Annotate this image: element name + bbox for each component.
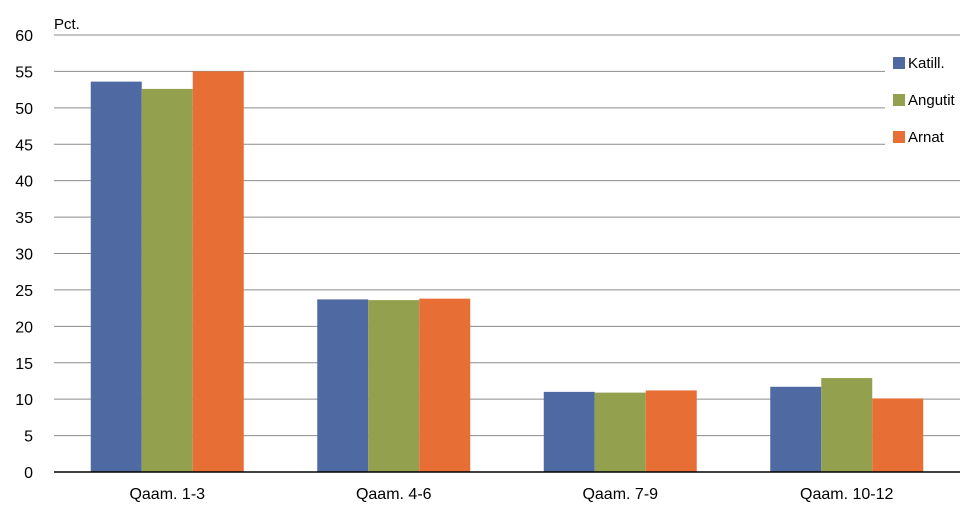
legend-label: Arnat [908,129,945,146]
y-tick-label: 15 [15,356,33,373]
x-category-label: Qaam. 1-3 [129,486,205,503]
bar-arnat-2 [419,298,471,472]
y-tick-label: 20 [15,319,33,336]
bar-angutit-1 [141,88,193,472]
bar-katill--2 [317,299,369,472]
bar-angutit-3 [594,392,646,472]
y-tick-label: 10 [15,392,33,409]
bar-arnat-1 [192,71,244,473]
bar-angutit-4 [821,378,873,472]
axes: 0 5 10 15 20 25 30 35 40 45 50 55 60 Qaam. 1-3 Qaam. 4… [15,28,960,503]
bar-katill--4 [770,386,822,472]
legend-label: Angutit [908,92,956,109]
x-category-label: Qaam. 4-6 [356,486,432,503]
y-tick-label: 50 [15,101,33,118]
legend-swatch [893,57,905,69]
y-tick-label: 0 [24,465,33,482]
bar-angutit-2 [368,300,420,472]
bar-arnat-4 [872,398,924,472]
y-tick-label: 25 [15,283,33,300]
bar-arnat-3 [645,390,697,472]
y-tick-label: 5 [24,429,33,446]
x-category-label: Qaam. 10-12 [800,486,893,503]
bars [90,71,924,473]
y-tick-label: 30 [15,247,33,264]
y-tick-label: 40 [15,174,33,191]
y-tick-label: 55 [15,64,33,81]
x-category-label: Qaam. 7-9 [582,486,658,503]
legend-label: Katill. [908,55,945,72]
y-tick-label: 45 [15,137,33,154]
y-tick-label: 60 [15,28,33,45]
bar-katill--1 [90,81,142,472]
y-tick-label: 35 [15,210,33,227]
legend: Katill. Angutit Arnat [885,45,965,155]
legend-swatch [893,94,905,106]
y-axis-unit-label: Pct. [54,16,80,33]
legend-swatch [893,131,905,143]
bar-katill--3 [543,391,595,472]
